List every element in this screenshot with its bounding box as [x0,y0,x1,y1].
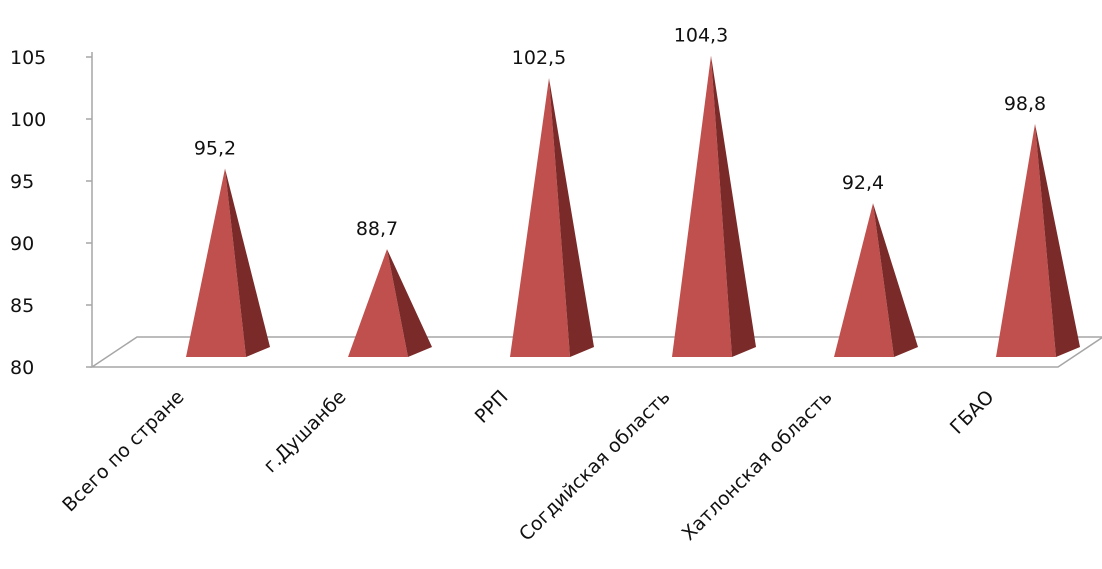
data-label: 102,5 [512,47,566,69]
pyramid-bars [186,55,1080,358]
pyramid-bar-side [225,168,270,357]
pyramid-bar-front [510,78,570,357]
pyramid-bar-front [672,55,732,358]
category-label: Всего по стране [58,386,188,516]
y-tick-label: 95 [10,171,34,193]
y-tick-label: 80 [10,357,34,379]
category-label: ГБАО [946,386,999,439]
pyramid-bar-front [348,249,408,357]
data-label: 88,7 [356,218,398,240]
pyramid-bar-side [1035,123,1080,357]
data-label: 98,8 [1004,93,1046,115]
category-label: Хатлонская область [678,386,837,545]
category-label: г.Душанбе [259,386,350,477]
pyramid-bar-front [186,168,246,357]
y-tick-label: 90 [10,233,34,255]
data-label: 92,4 [842,172,884,194]
y-tick-label: 85 [10,295,34,317]
pyramid-bar-front [996,123,1056,357]
pyramid-bar-front [834,203,894,357]
axes [89,52,1102,368]
y-tick-label: 100 [10,109,46,131]
category-label: Согдийская область [515,386,675,546]
category-labels: Всего по стране г.Душанбе РРП Согдийская об… [58,386,998,546]
pyramid-bar-side [711,55,756,358]
pyramid-bar-side [873,203,918,357]
data-label: 95,2 [194,138,236,160]
category-label: РРП [471,386,513,428]
pyramid-bar-side [549,78,594,357]
chart-floor [89,336,1102,368]
data-labels: 95,2 88,7 102,5 104,3 92,4 98,8 [194,25,1046,240]
y-axis-ticks: 80 85 90 95 100 105 [10,47,92,379]
pyramid-bar-side [387,249,432,357]
y-tick-label: 105 [10,47,46,69]
data-label: 104,3 [674,25,728,47]
